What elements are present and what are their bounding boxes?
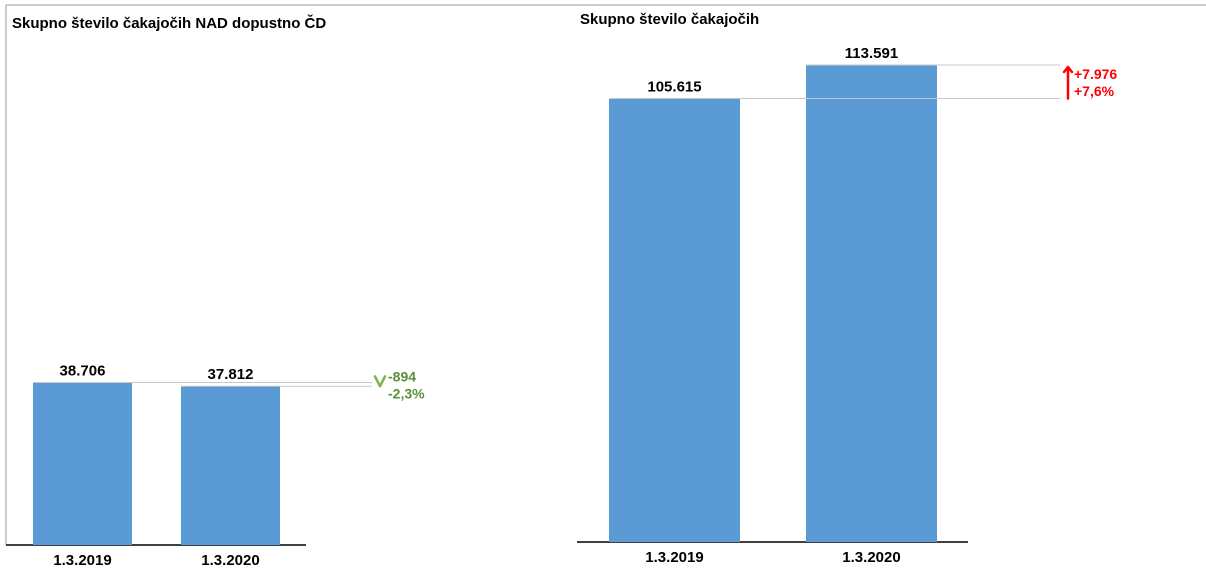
chart-left-tick-label-0: 1.3.2019	[53, 552, 111, 569]
chart-right-bar-1	[806, 65, 937, 542]
chart-left-bar-1	[181, 386, 280, 545]
chart-left-value-labels: 38.706 37.812	[60, 362, 254, 383]
chart-left-value-label-0: 38.706	[60, 362, 106, 379]
chart-right-tick-label-1: 1.3.2020	[842, 549, 900, 566]
chart-right: Skupno število čakajočih 105.615 113.591…	[577, 11, 1117, 566]
chart-right-tick-labels: 1.3.2019 1.3.2020	[645, 549, 900, 566]
chart-right-title: Skupno število čakajočih	[580, 11, 759, 28]
chart-right-change-pct: +7,6%	[1074, 83, 1115, 99]
chart-left-bars	[33, 382, 280, 545]
chart-right-value-label-1: 113.591	[845, 45, 898, 62]
chart-right-value-label-0: 105.615	[647, 78, 701, 95]
chart-right-tick-label-0: 1.3.2019	[645, 549, 703, 566]
chart-left-value-label-1: 37.812	[208, 366, 254, 383]
chart-left-tick-labels: 1.3.2019 1.3.2020	[53, 552, 259, 569]
chart-left-bar-0	[33, 382, 132, 545]
chart-right-refs	[609, 64, 1060, 99]
chart-left-change-pct: -2,3%	[388, 385, 425, 401]
chart-left: Skupno število čakajočih NAD dopustno ČD…	[6, 14, 425, 569]
chart-left-change-abs: -894	[388, 368, 416, 384]
chart-left-refs	[33, 381, 372, 387]
chart-left-change: -894 -2,3%	[373, 368, 425, 401]
chart-right-change: +7.976 +7,6%	[1062, 65, 1117, 100]
chart-right-up-arrow-icon	[1062, 65, 1074, 100]
chart-right-change-abs: +7.976	[1074, 66, 1117, 82]
chart-right-value-labels: 105.615 113.591	[647, 45, 898, 95]
chart-right-bars	[609, 65, 937, 542]
chart-left-title: Skupno število čakajočih NAD dopustno ČD	[12, 14, 326, 32]
chart-left-down-arrow-icon	[373, 375, 387, 388]
chart-left-tick-label-1: 1.3.2020	[201, 552, 259, 569]
chart-right-bar-0	[609, 98, 740, 542]
